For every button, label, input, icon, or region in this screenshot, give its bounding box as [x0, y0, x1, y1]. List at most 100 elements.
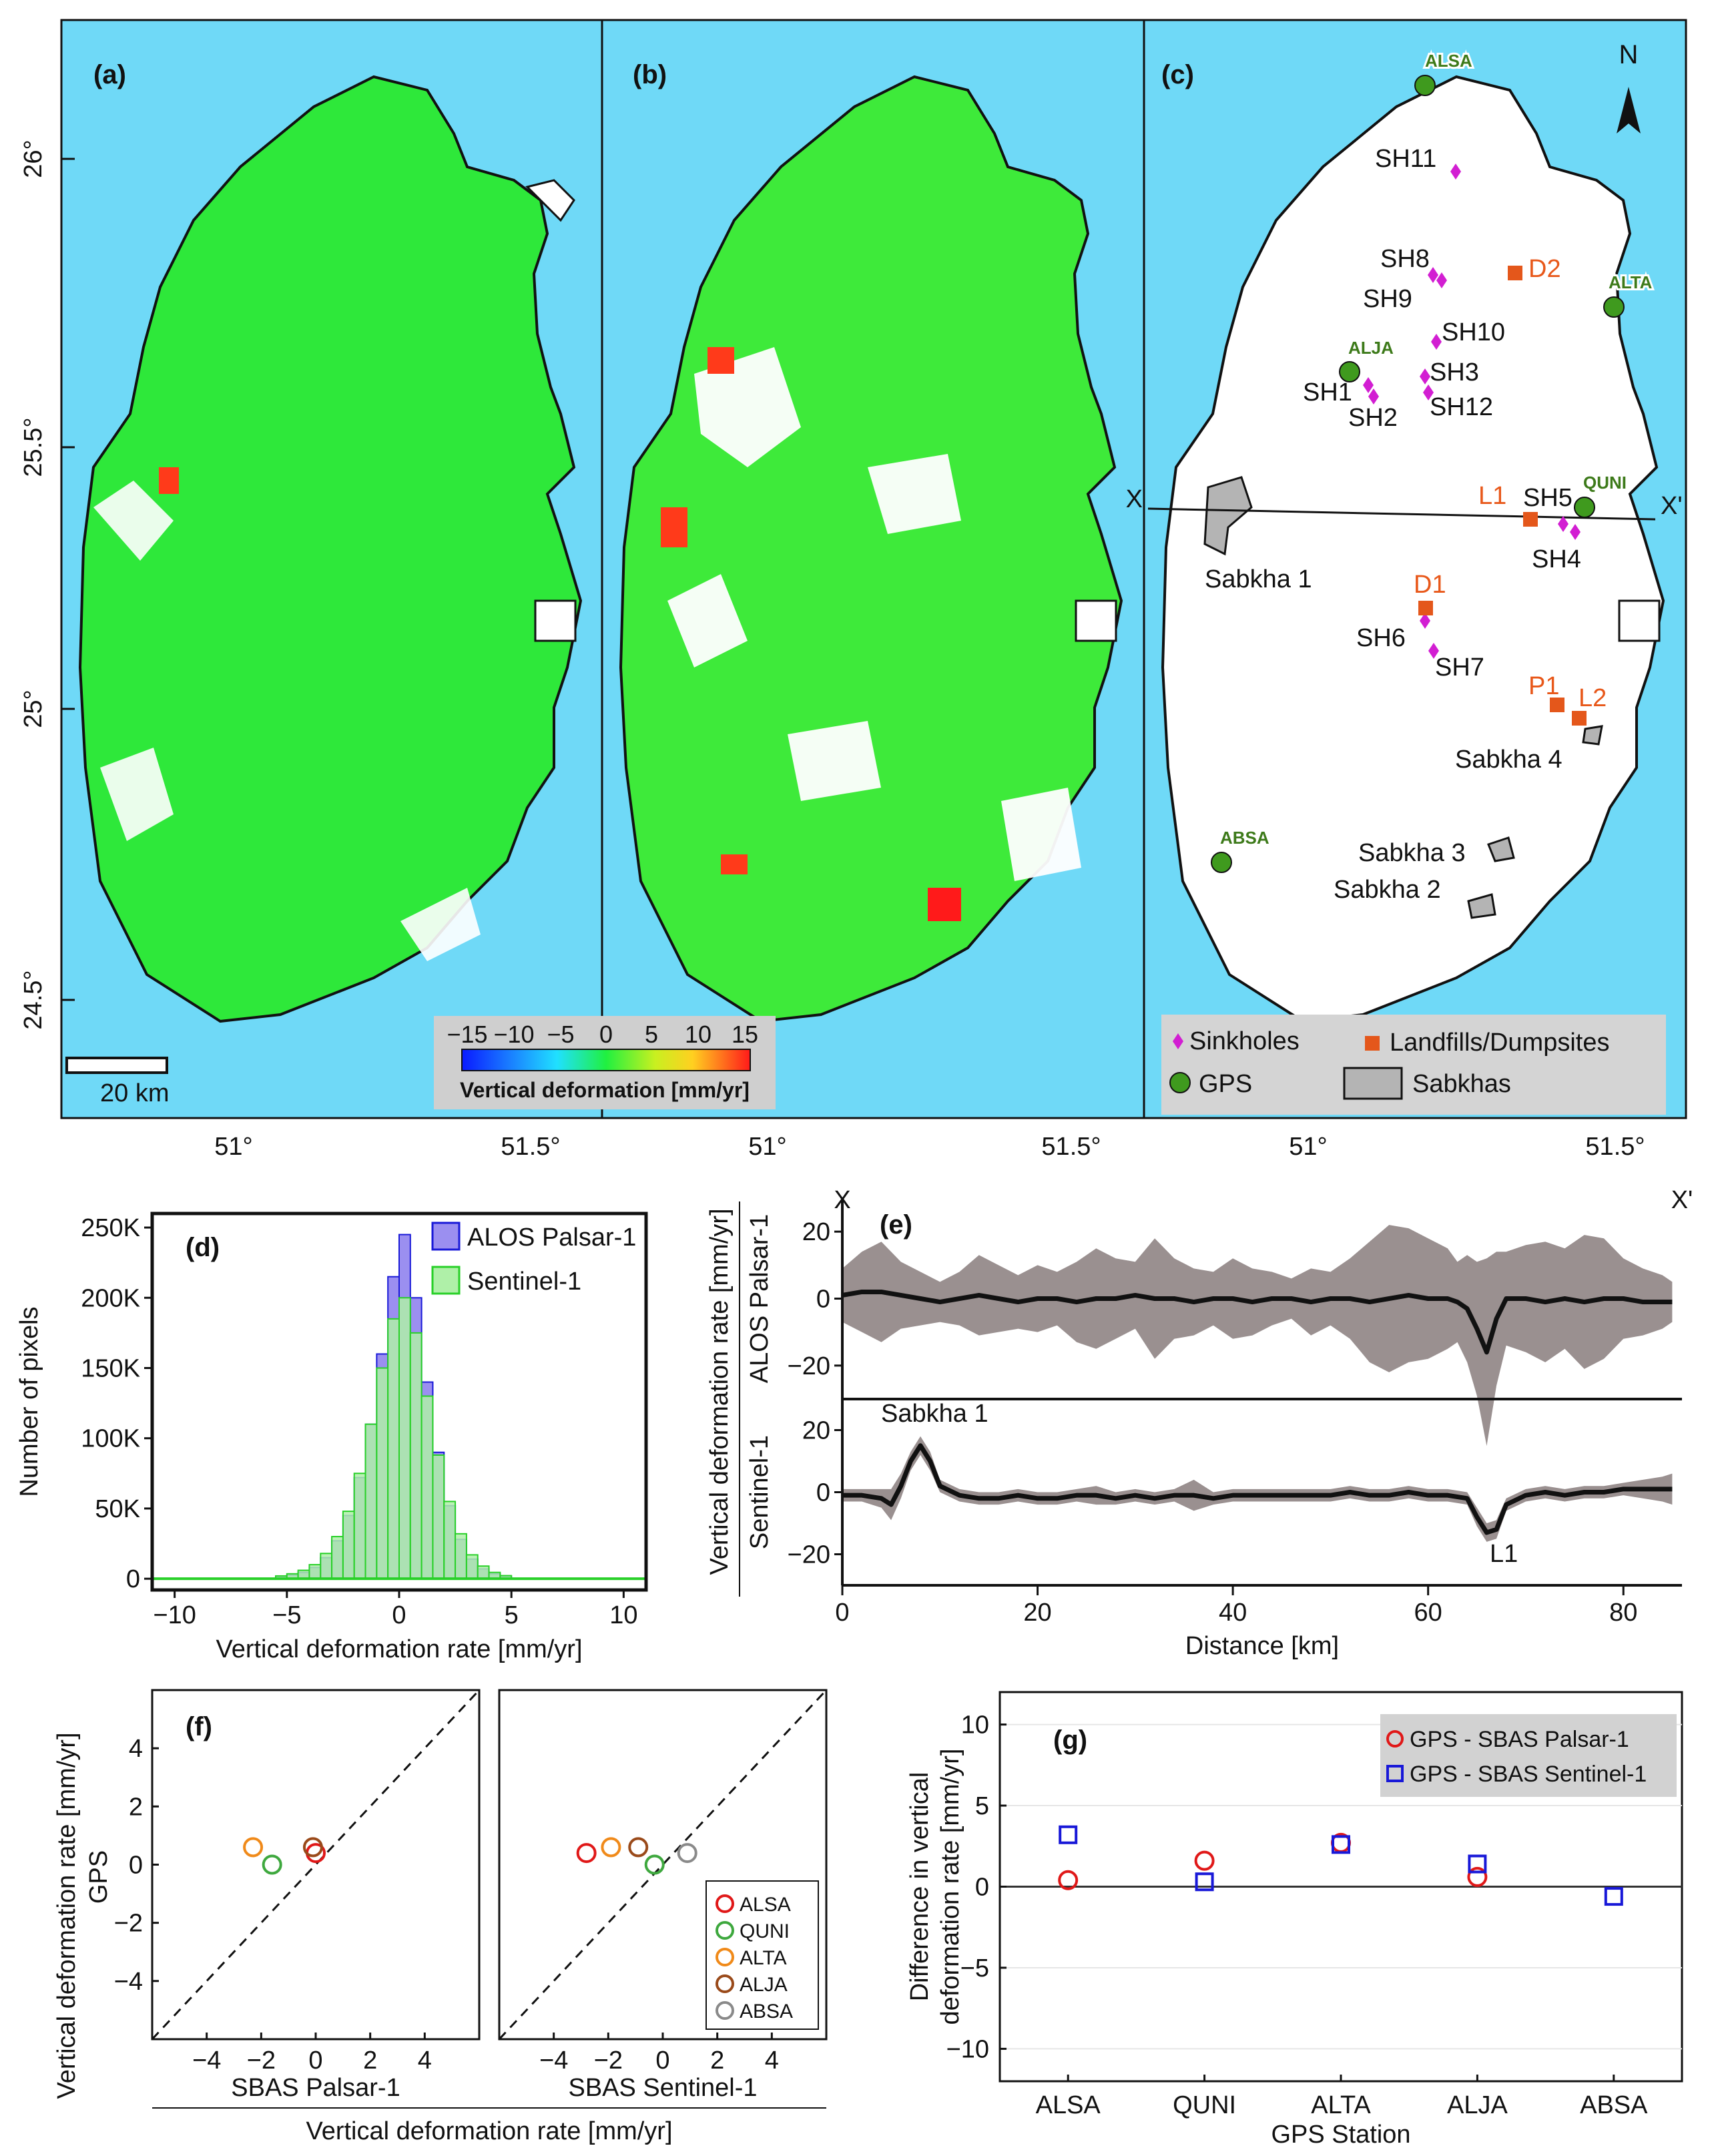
x-tick-label: −4 — [192, 2047, 221, 2075]
legend-label: Sentinel-1 — [467, 1268, 581, 1296]
y-tick-label: 0 — [129, 1852, 143, 1880]
map-panels: (a) 20 km (b) −15 −10 −5 — [19, 19, 1687, 1161]
diff-point-sentinel — [1195, 1872, 1214, 1892]
gps-marker — [1574, 497, 1595, 518]
legend-marker — [1386, 1765, 1404, 1782]
y-tick-label: 5 — [975, 1792, 989, 1820]
legend-marker — [716, 2001, 734, 2020]
y-tick-label: 20 — [802, 1417, 830, 1445]
histogram-bar — [342, 1511, 355, 1580]
y-tick-label: 150K — [81, 1354, 140, 1382]
legend-sinkholes: Sinkholes — [1189, 1027, 1300, 1055]
sinkhole-marker — [1368, 388, 1379, 405]
scale-bar — [65, 1057, 168, 1074]
panel-label-e: (e) — [880, 1210, 912, 1240]
histogram-bar — [331, 1536, 344, 1580]
sabkha-label: Sabkha 3 — [1358, 839, 1466, 867]
sinkhole-label: SH6 — [1356, 624, 1406, 652]
colorbar-tick: −15 — [447, 1021, 487, 1048]
x-tick-label: 5 — [505, 1601, 519, 1629]
scatter-point-alta — [601, 1837, 621, 1858]
histogram-bar — [320, 1553, 333, 1580]
panel-label-c: (c) — [1161, 60, 1194, 89]
deformation-hotspot — [159, 467, 179, 494]
y-tick-label: 200K — [81, 1284, 140, 1312]
charts-layer: −10 −5 0 5 10 0 50K 100K 150K 200K 250K Vertical de… — [15, 1186, 1693, 2149]
subplot-label: ALOS Palsar-1 — [746, 1214, 774, 1383]
gps-label: QUNI — [1583, 473, 1627, 493]
lon-tick-label: 51.5° — [1585, 1133, 1645, 1161]
annotation-l1: L1 — [1490, 1540, 1518, 1568]
gps-marker — [1603, 296, 1625, 318]
y-axis-label: deformation rate [mm/yr] — [936, 1749, 964, 2025]
profile-line — [842, 1289, 1673, 1355]
north-label: N — [1619, 40, 1639, 69]
sinkhole-marker — [1558, 516, 1568, 532]
sinkhole-marker — [1450, 164, 1461, 180]
x-tick-label: −10 — [153, 1601, 196, 1629]
island — [1075, 599, 1117, 642]
sabkha-legend-icon — [1343, 1067, 1403, 1100]
landfill-marker — [1418, 601, 1433, 615]
histogram-bar — [477, 1565, 490, 1580]
profile-subplot: −20 0 20 ALOS Palsar-1 — [746, 1214, 1673, 1446]
lon-tick-label: 51° — [748, 1133, 786, 1161]
x-axis-label: Vertical deformation rate [mm/yr] — [216, 1635, 582, 1663]
legend-box — [1380, 1714, 1677, 1797]
axes-frame — [151, 1689, 481, 2041]
map-legend: Sinkholes Landfills/Dumpsites GPS Sabkha… — [1161, 1015, 1666, 1115]
sabkha-4-area — [1582, 725, 1603, 746]
gps-label: ABSA — [1220, 828, 1269, 848]
landfill-marker — [1550, 698, 1564, 712]
sinkhole-marker — [1363, 377, 1374, 393]
map-panel-a: (a) 20 km — [60, 19, 603, 1119]
legend-sabkhas: Sabkhas — [1412, 1070, 1511, 1098]
no-data-areas — [667, 347, 1081, 881]
gps-label: ALSA — [1425, 51, 1472, 71]
panel-label-f: (f) — [186, 1712, 212, 1741]
colorbar-tick: −10 — [493, 1021, 534, 1048]
landfill-marker — [1572, 711, 1587, 726]
panel-label-d: (d) — [186, 1233, 220, 1262]
deformation-hotspot — [661, 507, 687, 547]
x-tick-label: 40 — [1219, 1599, 1247, 1627]
colorbar: −15 −10 −5 0 5 10 15 Vertical deformatio… — [434, 1016, 776, 1109]
diff-point-palsar — [1194, 1850, 1215, 1871]
x-axis-label: Vertical deformation rate [mm/yr] — [306, 2117, 672, 2145]
y-axis-label: Difference in vertical — [906, 1772, 934, 2002]
x-tick-label: 0 — [655, 2047, 669, 2075]
sinkhole-label: SH10 — [1442, 318, 1505, 346]
legend-marker — [716, 1894, 734, 1913]
x-tick-label: 0 — [308, 2047, 322, 2075]
scatter-subplot: −4 −2 0 2 4 −4 −2 0 2 4 SBAS Palsar-1 — [114, 1689, 481, 2102]
gps-marker — [1211, 852, 1232, 873]
legend-label: QUNI — [740, 1920, 790, 1942]
y-tick-label: 250K — [81, 1214, 140, 1242]
x-tick-label: 0 — [835, 1599, 849, 1627]
colorbar-tick: 10 — [685, 1021, 711, 1048]
x-tick-label: 10 — [609, 1601, 637, 1629]
legend-marker — [716, 1948, 734, 1966]
landfill-marker — [1523, 512, 1538, 527]
no-data-areas — [93, 481, 481, 961]
lat-tick-label: 26° — [19, 140, 47, 178]
panel-label-b: (b) — [633, 60, 667, 89]
profile-line — [842, 1443, 1673, 1535]
legend-gps: GPS — [1199, 1070, 1252, 1098]
scatter-point-alta — [243, 1837, 264, 1858]
subplot-label: Sentinel-1 — [746, 1435, 774, 1549]
north-arrow-icon — [1617, 87, 1641, 133]
x-tick-label: −5 — [272, 1601, 301, 1629]
landfill-label: P1 — [1528, 672, 1559, 700]
chart-e: −20 0 20 ALOS Palsar-1 −20 0 20 Sentinel-1 0 20 40… — [705, 1186, 1693, 1660]
x-tick-label: 20 — [1023, 1599, 1051, 1627]
lon-tick-label: 51.5° — [501, 1133, 560, 1161]
sinkhole-marker — [1436, 272, 1447, 288]
map-axes: 26° 25.5° 25° 24.5° 51° 51.5° 51° 51.5° … — [19, 140, 1645, 1161]
uncertainty-band — [842, 1225, 1673, 1446]
sinkhole-label: SH7 — [1435, 653, 1484, 682]
y-tick-label: 0 — [975, 1874, 989, 1902]
diff-point-sentinel — [1332, 1835, 1350, 1854]
x-tick-label: 4 — [765, 2047, 779, 2075]
